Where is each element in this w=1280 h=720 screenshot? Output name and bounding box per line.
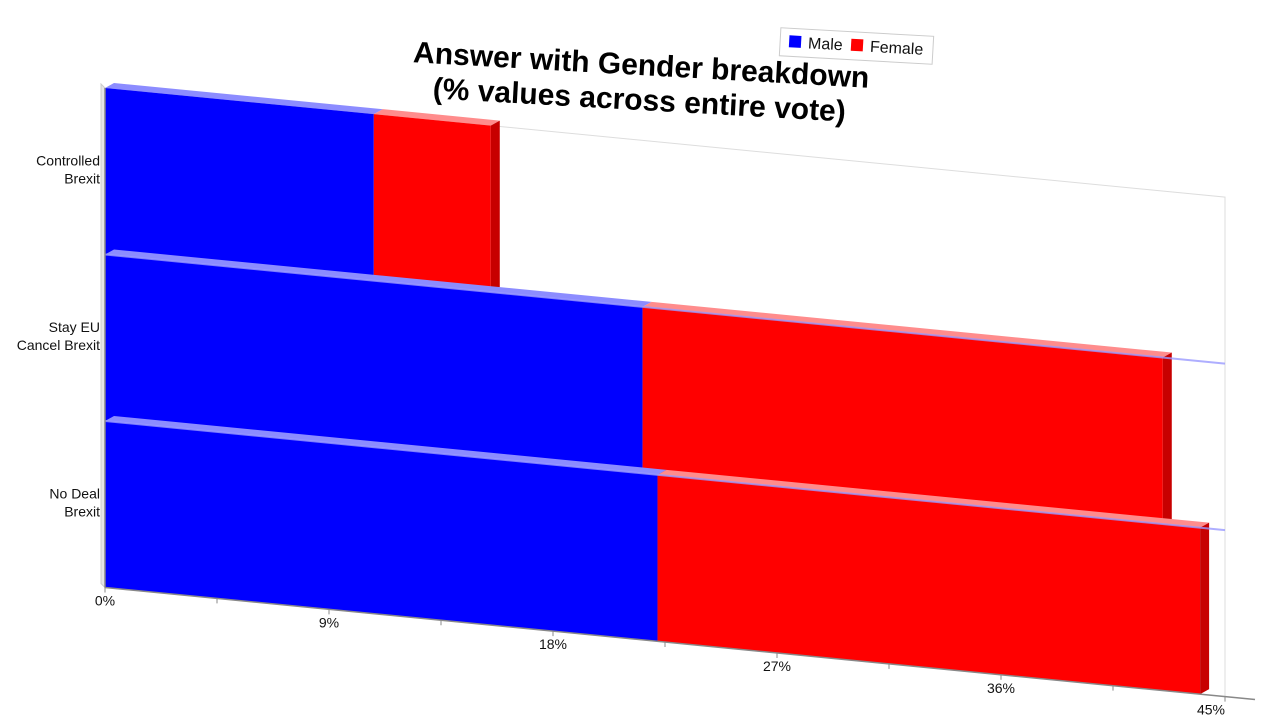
bar-top-face xyxy=(642,301,1172,358)
legend: Male Female xyxy=(778,27,935,65)
bar-front-face xyxy=(105,88,374,281)
bar-male-1 xyxy=(105,249,652,474)
x-tick-label: 27% xyxy=(763,658,791,674)
category-label: Stay EU Cancel Brexit xyxy=(17,319,100,353)
category-label-line: No Deal xyxy=(49,485,100,501)
category-label-line: Brexit xyxy=(64,170,100,186)
x-tick-label: 45% xyxy=(1197,702,1225,718)
bar-female-1 xyxy=(642,301,1172,525)
bar-front-face xyxy=(105,254,643,474)
bar-top-face xyxy=(105,416,667,475)
category-label-line: Stay EU xyxy=(49,319,100,335)
x-axis: 0% 9% 18% 27% 36% 45% xyxy=(95,88,1256,718)
bar-front-face xyxy=(373,114,491,293)
legend-swatch-female xyxy=(850,38,864,52)
category-label: No Deal Brexit xyxy=(49,485,100,519)
bar-front-face xyxy=(642,306,1163,525)
bar-side-face xyxy=(1200,522,1210,695)
band-separator xyxy=(104,253,1226,365)
bar-top-face xyxy=(657,469,1210,528)
category-axis: Controlled Brexit Stay EU Cancel Brexit No D… xyxy=(17,152,100,519)
x-tick-label: 36% xyxy=(987,680,1015,696)
bar-top-face xyxy=(105,83,383,115)
bar-front-face xyxy=(657,474,1201,695)
bar-top-face xyxy=(373,109,500,126)
bar-male-0 xyxy=(105,83,383,281)
bar-front-face xyxy=(105,421,658,642)
x-axis-line xyxy=(104,586,1256,701)
x-tick-label: 9% xyxy=(319,614,339,630)
category-label: Controlled Brexit xyxy=(36,152,100,186)
bar-side-face xyxy=(490,120,500,293)
category-label-line: Cancel Brexit xyxy=(17,337,100,353)
bar-female-0 xyxy=(373,109,500,293)
legend-swatch-male xyxy=(788,35,802,48)
category-label-line: Brexit xyxy=(64,503,100,519)
bar-male-2 xyxy=(105,416,667,642)
bar-female-2 xyxy=(657,469,1210,695)
category-label-line: Controlled xyxy=(36,152,100,168)
x-tick-label: 18% xyxy=(539,636,567,652)
bars xyxy=(104,83,1226,695)
legend-label-female: Female xyxy=(869,39,923,59)
legend-label-male: Male xyxy=(808,35,844,54)
x-tick-label: 0% xyxy=(95,593,115,609)
band-separator xyxy=(104,420,1226,532)
bar-side-face xyxy=(1162,352,1172,525)
bar-top-face xyxy=(105,249,652,307)
